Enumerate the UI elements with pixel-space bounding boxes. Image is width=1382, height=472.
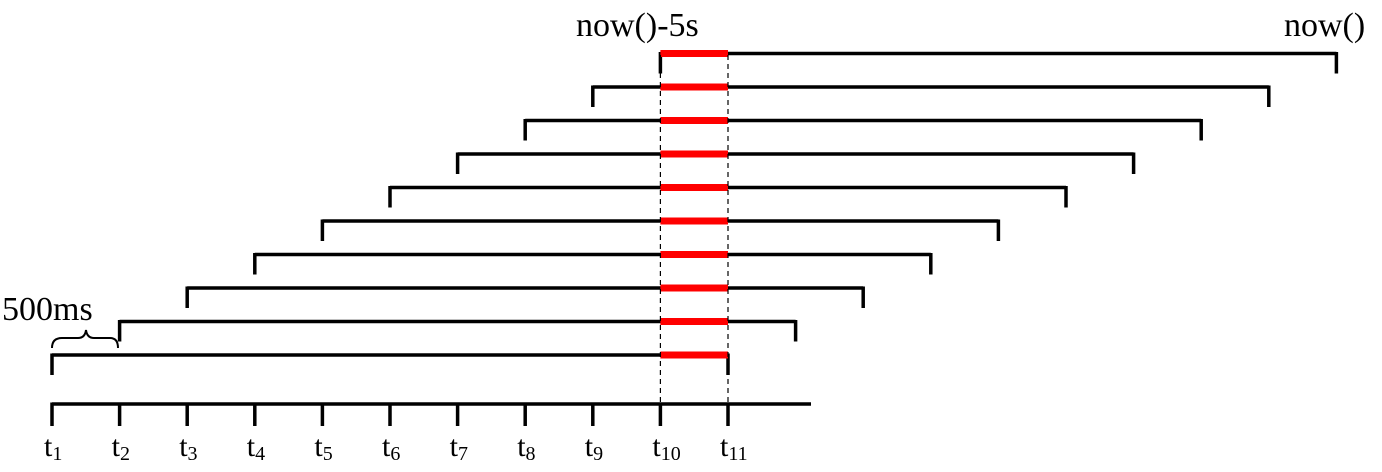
label-window-start: now()-5s bbox=[576, 7, 699, 44]
tick-label: t10 bbox=[652, 430, 680, 465]
interval-bar bbox=[253, 251, 933, 275]
tick-label: t2 bbox=[112, 430, 130, 465]
tick-label: t3 bbox=[179, 430, 197, 465]
interval-brace-icon bbox=[51, 329, 119, 349]
interval-bar bbox=[388, 184, 1068, 208]
label-interval: 500ms bbox=[2, 291, 93, 328]
window-guides bbox=[659, 55, 729, 402]
interval-group bbox=[50, 50, 1339, 375]
interval-bar bbox=[658, 50, 1339, 74]
tick-label: t6 bbox=[382, 430, 400, 465]
tick-label: t9 bbox=[585, 430, 603, 465]
tick-label: t4 bbox=[247, 430, 265, 465]
interval-bar bbox=[523, 117, 1203, 141]
interval-bar bbox=[185, 284, 865, 308]
interval-bar bbox=[50, 351, 730, 375]
tick-label: t1 bbox=[44, 430, 62, 465]
interval-bar bbox=[455, 150, 1136, 174]
interval-bar bbox=[591, 83, 1271, 107]
tick-label: t8 bbox=[517, 430, 535, 465]
label-window-end: now() bbox=[1284, 7, 1365, 44]
interval-bar bbox=[117, 318, 798, 342]
time-axis: t1 t2 t3 t4 t5 t6 t7 t8 t9 t10 t11 bbox=[44, 402, 811, 465]
tick-label: t7 bbox=[450, 430, 468, 465]
tick-label: t11 bbox=[720, 430, 748, 465]
tick-label: t5 bbox=[314, 430, 332, 465]
